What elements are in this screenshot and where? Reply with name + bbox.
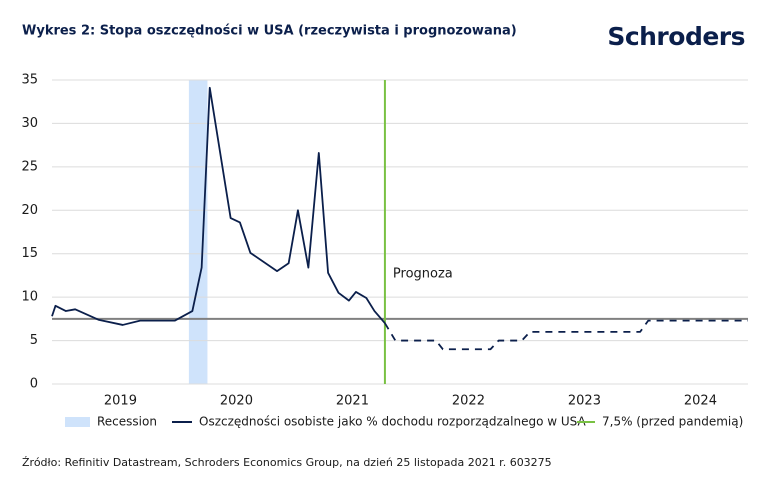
legend-swatch [65, 417, 90, 427]
x-tick-label: 2022 [452, 394, 485, 409]
series-forecast-line [384, 319, 748, 351]
x-tick-label: 2024 [684, 394, 717, 409]
x-tick-label: 2020 [220, 394, 253, 409]
y-tick-label: 15 [21, 246, 38, 261]
forecast-annotation: Prognoza [393, 267, 453, 282]
legend-label: Recession [97, 415, 157, 429]
y-tick-label: 25 [21, 159, 38, 174]
recession-band [188, 80, 208, 384]
y-tick-label: 5 [30, 333, 38, 348]
y-tick-label: 35 [21, 73, 38, 88]
y-tick-label: 0 [30, 377, 38, 392]
series-line [51, 86, 386, 326]
x-tick-label: 2019 [104, 394, 137, 409]
y-tick-label: 30 [21, 116, 38, 131]
legend-label: Oszczędności osobiste jako % dochodu roz… [199, 415, 586, 429]
source-note: Źródło: Refinitiv Datastream, Schroders … [22, 456, 552, 469]
x-tick-label: 2021 [336, 394, 369, 409]
brand-logo: Schroders [607, 22, 745, 51]
y-tick-label: 20 [21, 203, 38, 218]
y-tick-label: 10 [21, 290, 38, 305]
chart-title: Wykres 2: Stopa oszczędności w USA (rzec… [22, 24, 517, 39]
x-tick-label: 2023 [568, 394, 601, 409]
legend-label: 7,5% (przed pandemią) [602, 415, 743, 429]
